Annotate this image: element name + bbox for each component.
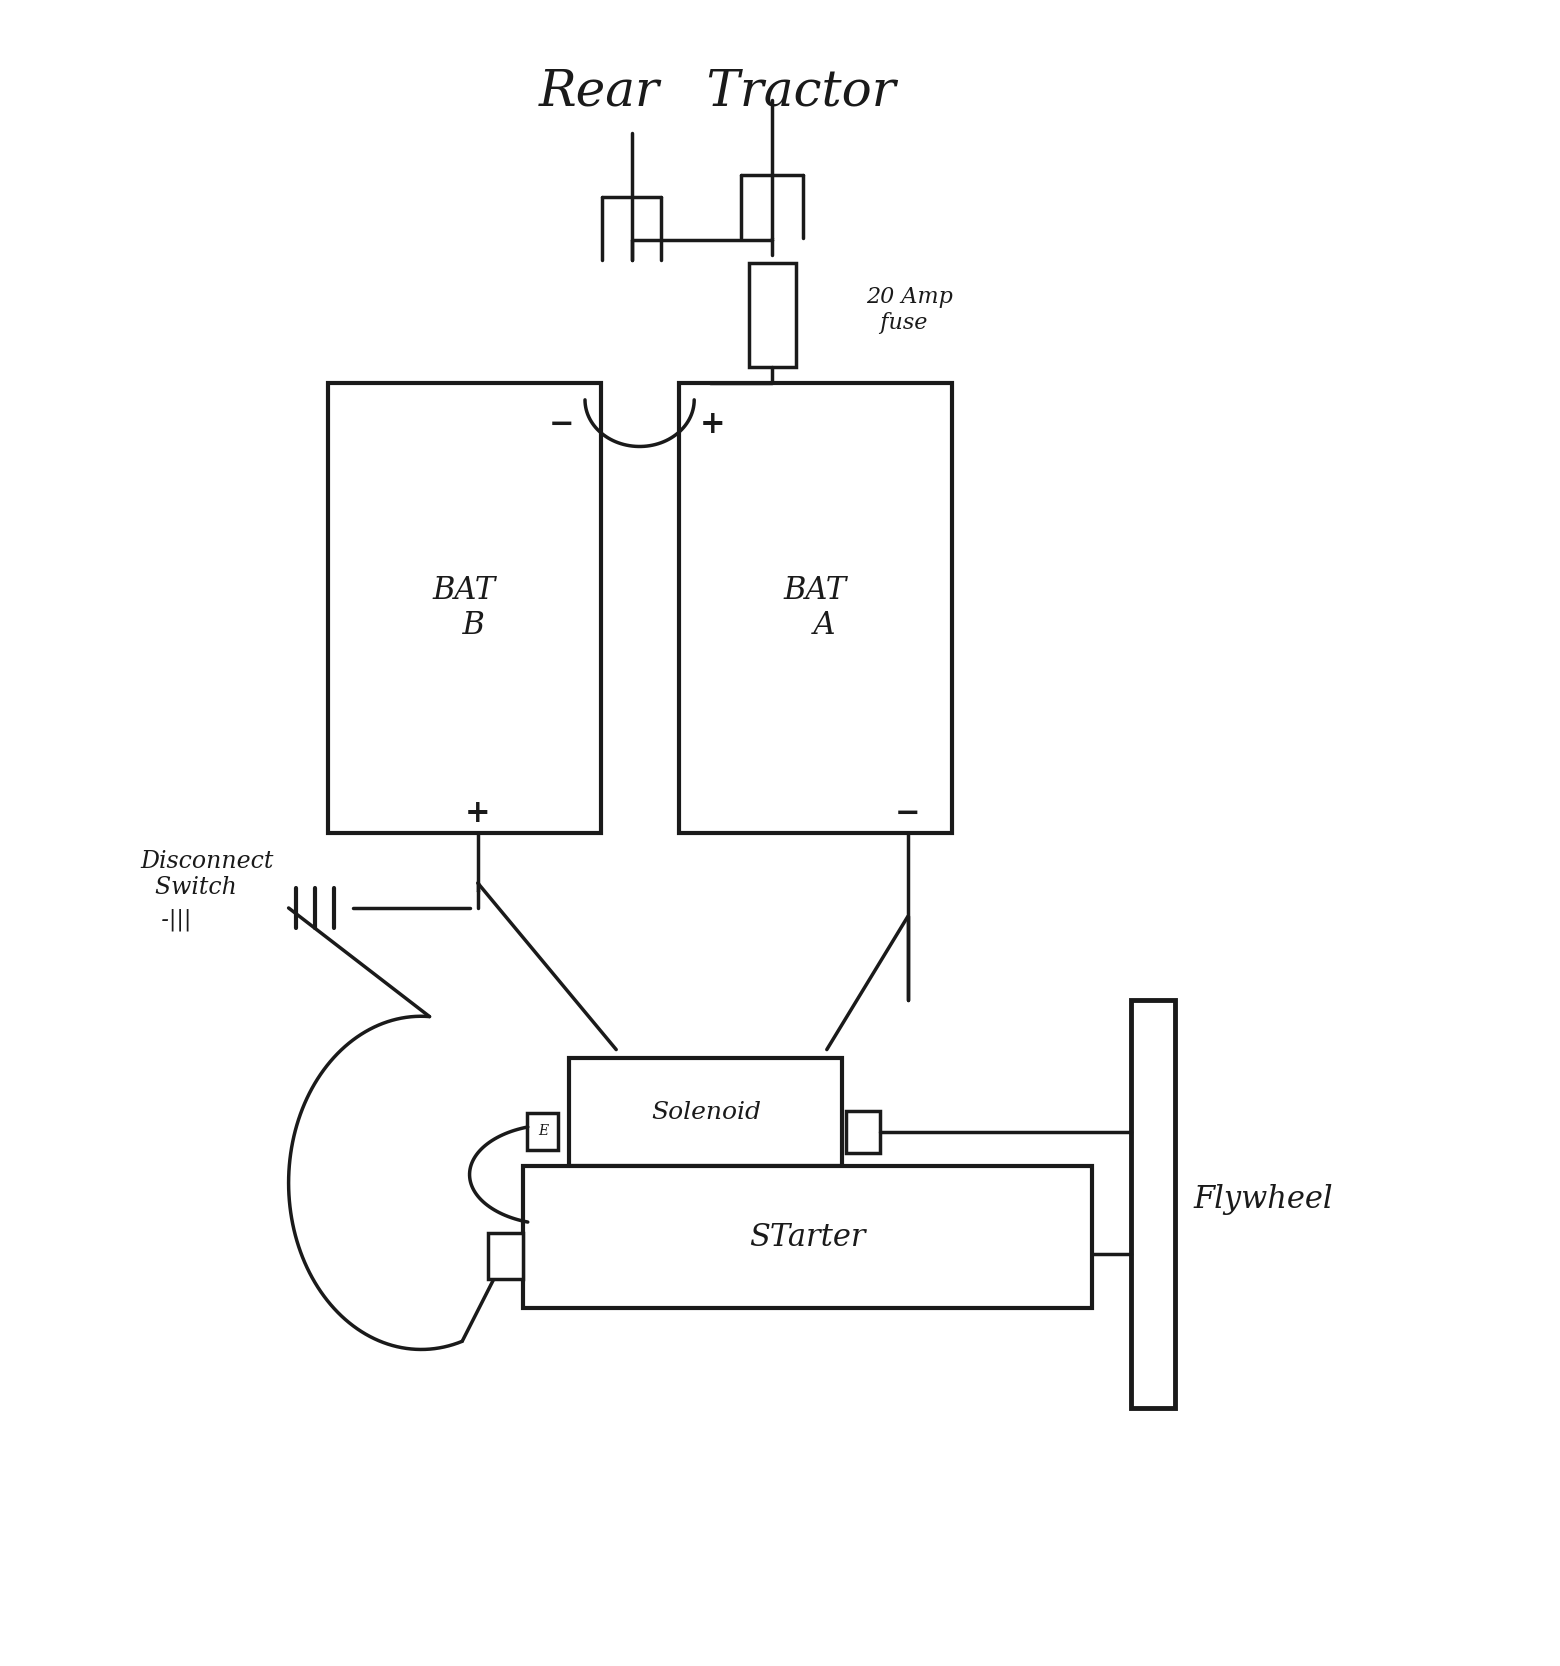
Text: Flywheel: Flywheel — [1193, 1185, 1334, 1215]
Text: Disconnect
  Switch: Disconnect Switch — [140, 850, 273, 900]
Text: Solenoid: Solenoid — [651, 1101, 761, 1123]
Text: BAT
  A: BAT A — [783, 575, 847, 641]
Bar — [749, 263, 796, 367]
Bar — [679, 383, 952, 833]
Text: E: E — [538, 1125, 548, 1138]
Bar — [569, 1058, 842, 1166]
Bar — [846, 1111, 880, 1153]
Bar — [523, 1166, 1092, 1308]
Text: −: − — [549, 410, 574, 440]
Text: BAT
  B: BAT B — [432, 575, 496, 641]
Bar — [1131, 1000, 1175, 1408]
Bar — [488, 1233, 523, 1279]
Text: 20 Amp
  fuse: 20 Amp fuse — [866, 287, 953, 333]
Text: +: + — [700, 410, 725, 440]
Text: -|||: -||| — [140, 908, 192, 931]
Text: Rear   Tractor: Rear Tractor — [538, 67, 897, 117]
Bar — [527, 1113, 558, 1150]
Text: +: + — [465, 798, 490, 828]
Text: −: − — [895, 798, 920, 828]
Bar — [328, 383, 601, 833]
Text: STarter: STarter — [749, 1221, 866, 1253]
